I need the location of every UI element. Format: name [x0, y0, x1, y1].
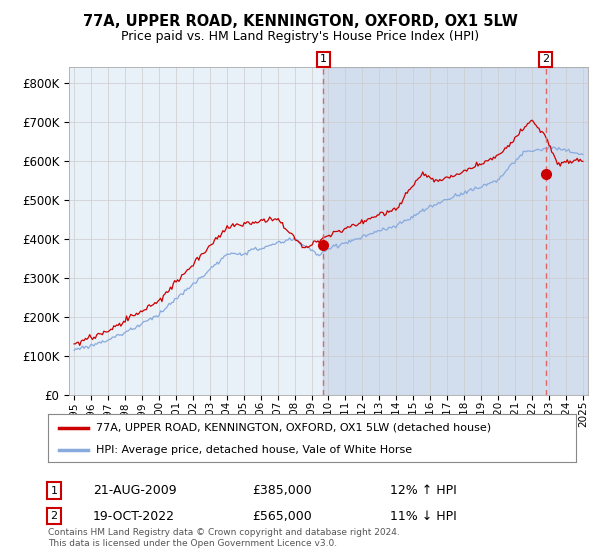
Text: 2: 2 — [542, 54, 549, 64]
Text: £565,000: £565,000 — [252, 510, 312, 523]
Text: Contains HM Land Registry data © Crown copyright and database right 2024.
This d: Contains HM Land Registry data © Crown c… — [48, 528, 400, 548]
Text: 11% ↓ HPI: 11% ↓ HPI — [390, 510, 457, 523]
Text: 21-AUG-2009: 21-AUG-2009 — [93, 484, 176, 497]
Text: 1: 1 — [50, 486, 58, 496]
Text: HPI: Average price, detached house, Vale of White Horse: HPI: Average price, detached house, Vale… — [95, 445, 412, 455]
Text: 77A, UPPER ROAD, KENNINGTON, OXFORD, OX1 5LW (detached house): 77A, UPPER ROAD, KENNINGTON, OXFORD, OX1… — [95, 423, 491, 433]
Text: 19-OCT-2022: 19-OCT-2022 — [93, 510, 175, 523]
Text: 2: 2 — [50, 511, 58, 521]
Text: 12% ↑ HPI: 12% ↑ HPI — [390, 484, 457, 497]
Text: 77A, UPPER ROAD, KENNINGTON, OXFORD, OX1 5LW: 77A, UPPER ROAD, KENNINGTON, OXFORD, OX1… — [83, 14, 517, 29]
Text: Price paid vs. HM Land Registry's House Price Index (HPI): Price paid vs. HM Land Registry's House … — [121, 30, 479, 43]
Text: 1: 1 — [320, 54, 327, 64]
Bar — [323, 67, 588, 395]
Text: £385,000: £385,000 — [252, 484, 312, 497]
